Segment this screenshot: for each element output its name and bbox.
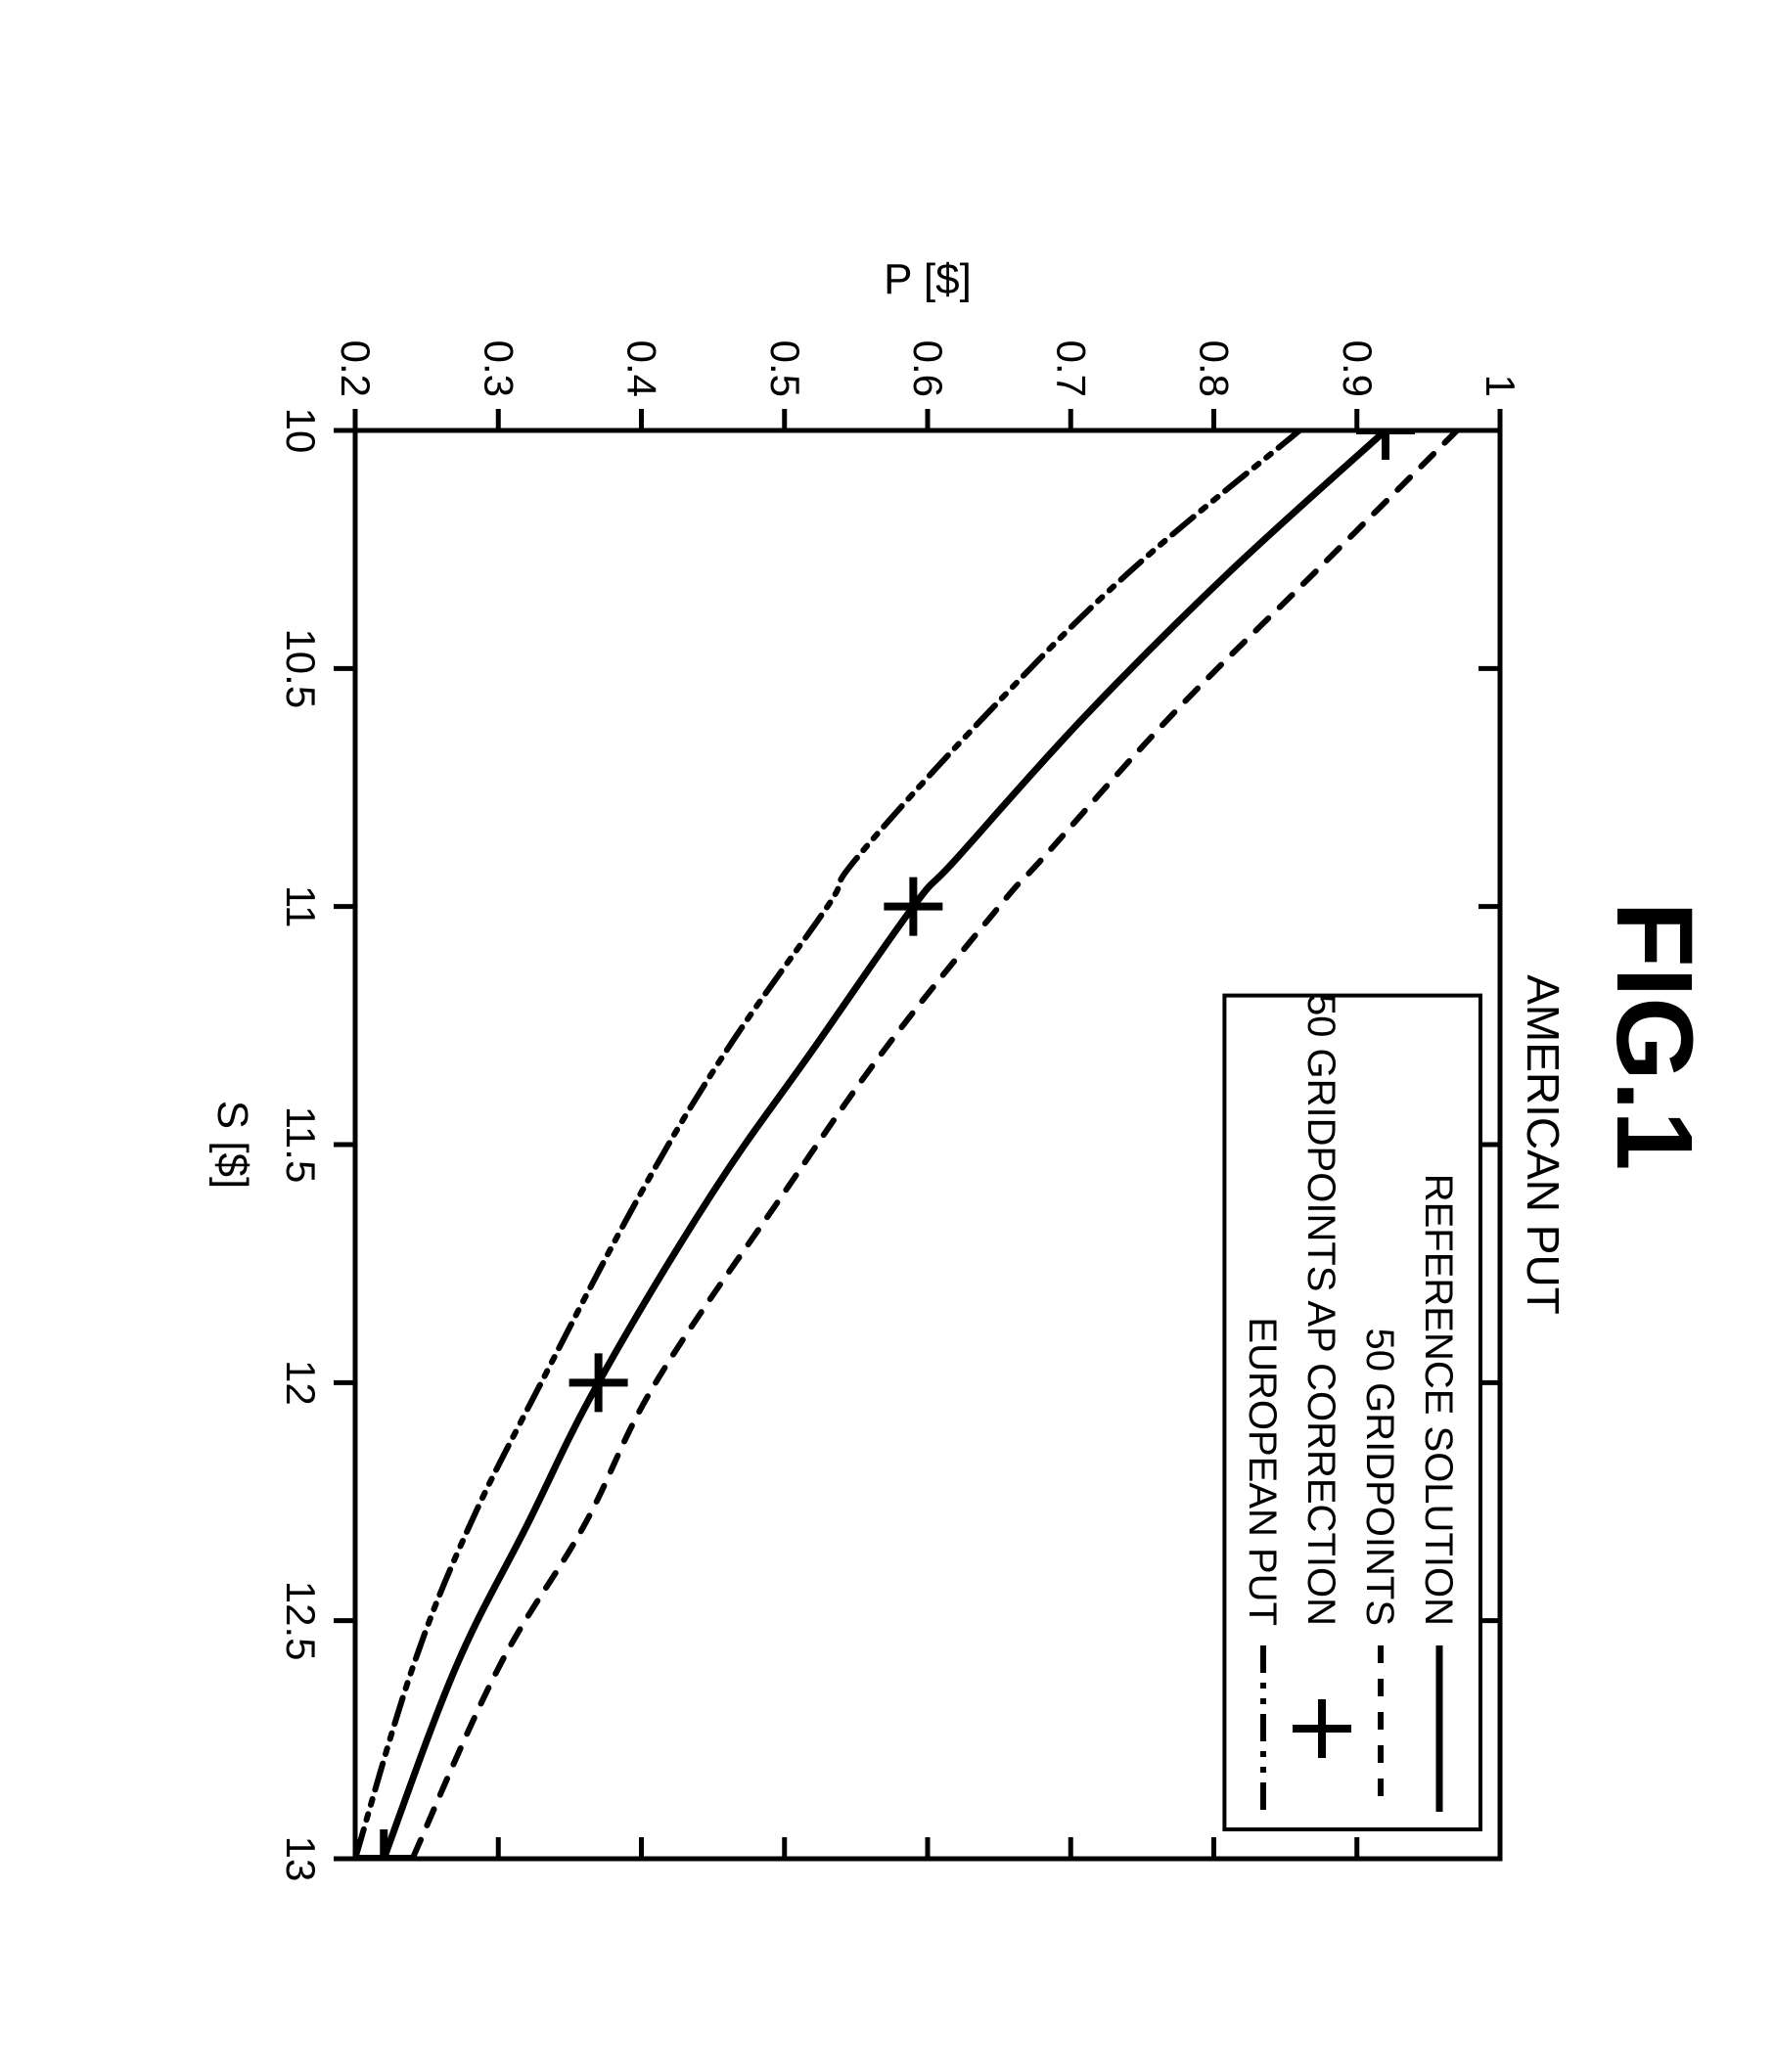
x-tick-label: 11	[278, 885, 324, 928]
legend-label: REFERENCE SOLUTION	[1417, 1174, 1460, 1626]
y-tick-label: 1	[1478, 375, 1524, 397]
y-tick-label: 0.3	[476, 340, 522, 397]
x-tick-label: 10	[278, 408, 324, 454]
y-tick-label: 0.7	[1048, 340, 1094, 397]
y-tick-label: 0.4	[619, 340, 665, 397]
y-tick-label: 0.8	[1192, 340, 1238, 397]
page-root: FIG.1AMERICAN PUT1010.51111.51212.5130.2…	[0, 0, 1774, 2072]
y-tick-label: 0.9	[1335, 340, 1381, 397]
chart-svg: FIG.1AMERICAN PUT1010.51111.51212.5130.2…	[0, 0, 1774, 2072]
x-tick-label: 12	[278, 1360, 324, 1406]
legend-label: 50 GRIDPOINTS AP CORRECTION	[1299, 994, 1342, 1626]
y-tick-label: 0.2	[333, 340, 379, 397]
x-tick-label: 12.5	[278, 1581, 324, 1661]
legend-label: EUROPEAN PUT	[1241, 1317, 1284, 1626]
x-axis-label: S [$]	[208, 1101, 256, 1190]
y-tick-label: 0.5	[762, 340, 808, 397]
chart-title: AMERICAN PUT	[1518, 974, 1569, 1315]
legend-label: 50 GRIDPOINTS	[1358, 1328, 1401, 1626]
x-tick-label: 13	[278, 1836, 324, 1882]
y-tick-label: 0.6	[905, 340, 951, 397]
rotated-canvas: FIG.1AMERICAN PUT1010.51111.51212.5130.2…	[0, 0, 1774, 2072]
chart-canvas: FIG.1AMERICAN PUT1010.51111.51212.5130.2…	[0, 0, 1774, 2072]
x-tick-label: 11.5	[278, 1106, 324, 1184]
figure-label: FIG.1	[1594, 901, 1714, 1170]
chart-bg	[0, 0, 1774, 2072]
x-tick-label: 10.5	[278, 628, 324, 708]
y-axis-label: P [$]	[884, 255, 972, 303]
